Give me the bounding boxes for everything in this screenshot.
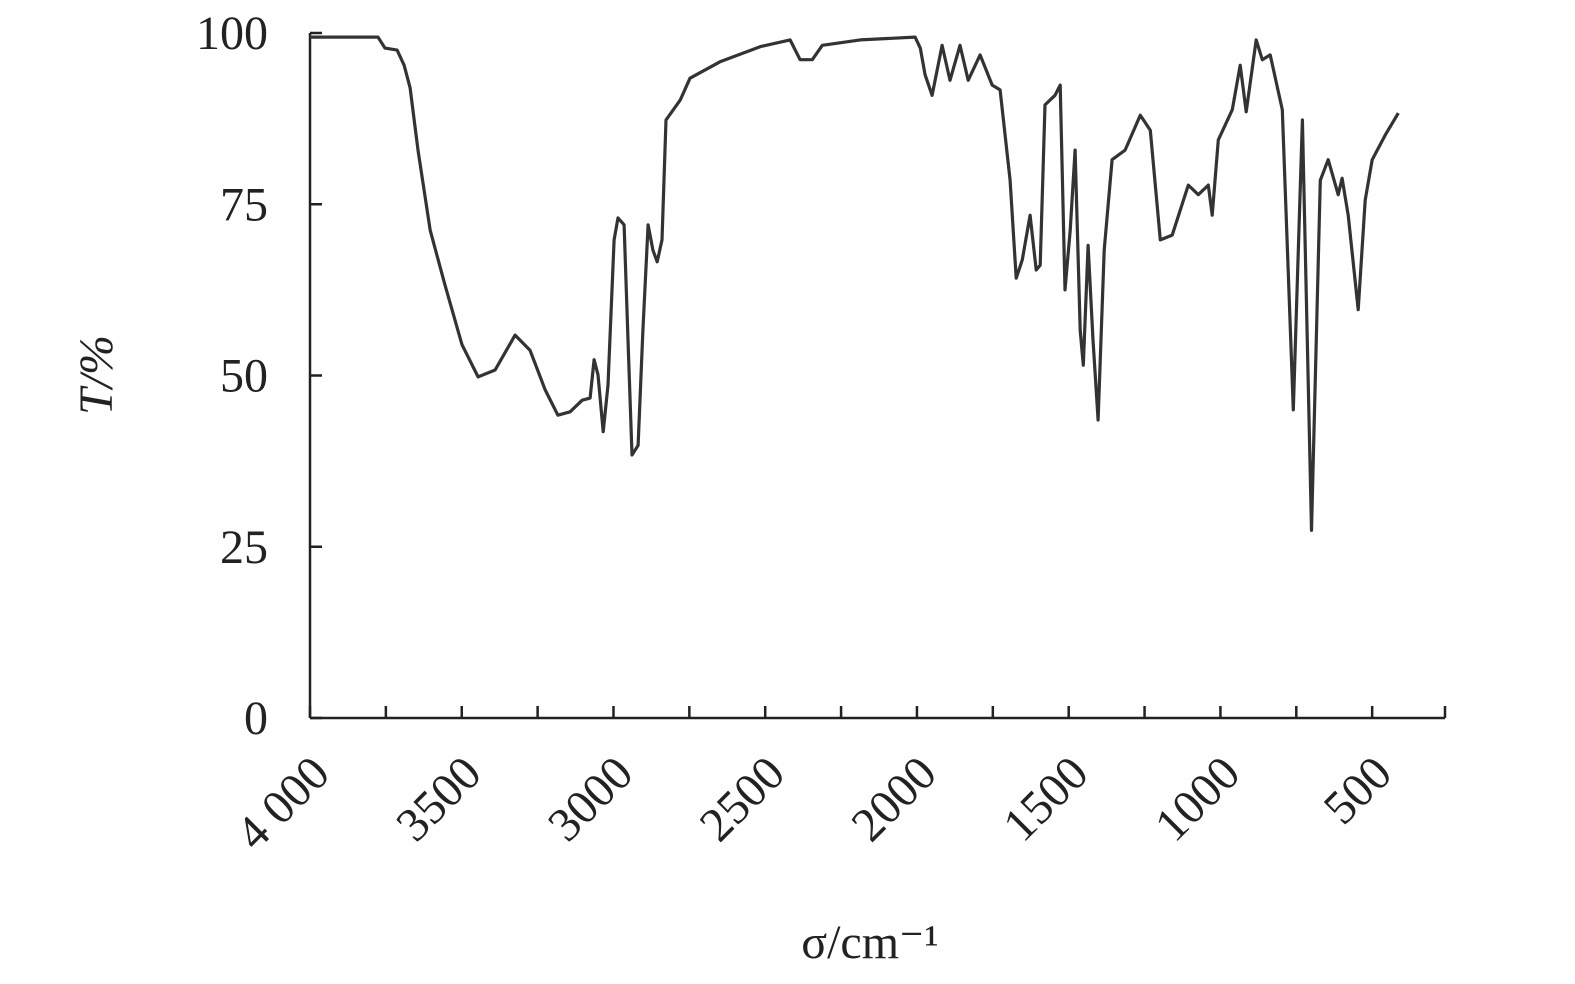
y-tick-label: 100 [196, 7, 268, 60]
x-tick-label: 2500 [690, 746, 795, 851]
x-tick-label: 3000 [538, 746, 643, 851]
x-axis-label: σ/cm⁻¹ [801, 916, 939, 969]
y-tick-label: 25 [220, 521, 268, 574]
x-tick-label: 2000 [841, 746, 946, 851]
y-tick-label: 0 [244, 692, 268, 745]
x-tick-label: 1500 [993, 746, 1098, 851]
spectrum-line [310, 35, 1400, 532]
y-tick-label: 50 [220, 350, 268, 403]
x-tick-label: 500 [1314, 746, 1402, 834]
y-tick-label: 75 [220, 178, 268, 231]
x-tick-label: 1000 [1145, 746, 1250, 851]
x-tick-label: 4 000 [226, 746, 340, 860]
x-tick-label: 3500 [386, 746, 491, 851]
y-axis-label: T/% [70, 335, 123, 415]
